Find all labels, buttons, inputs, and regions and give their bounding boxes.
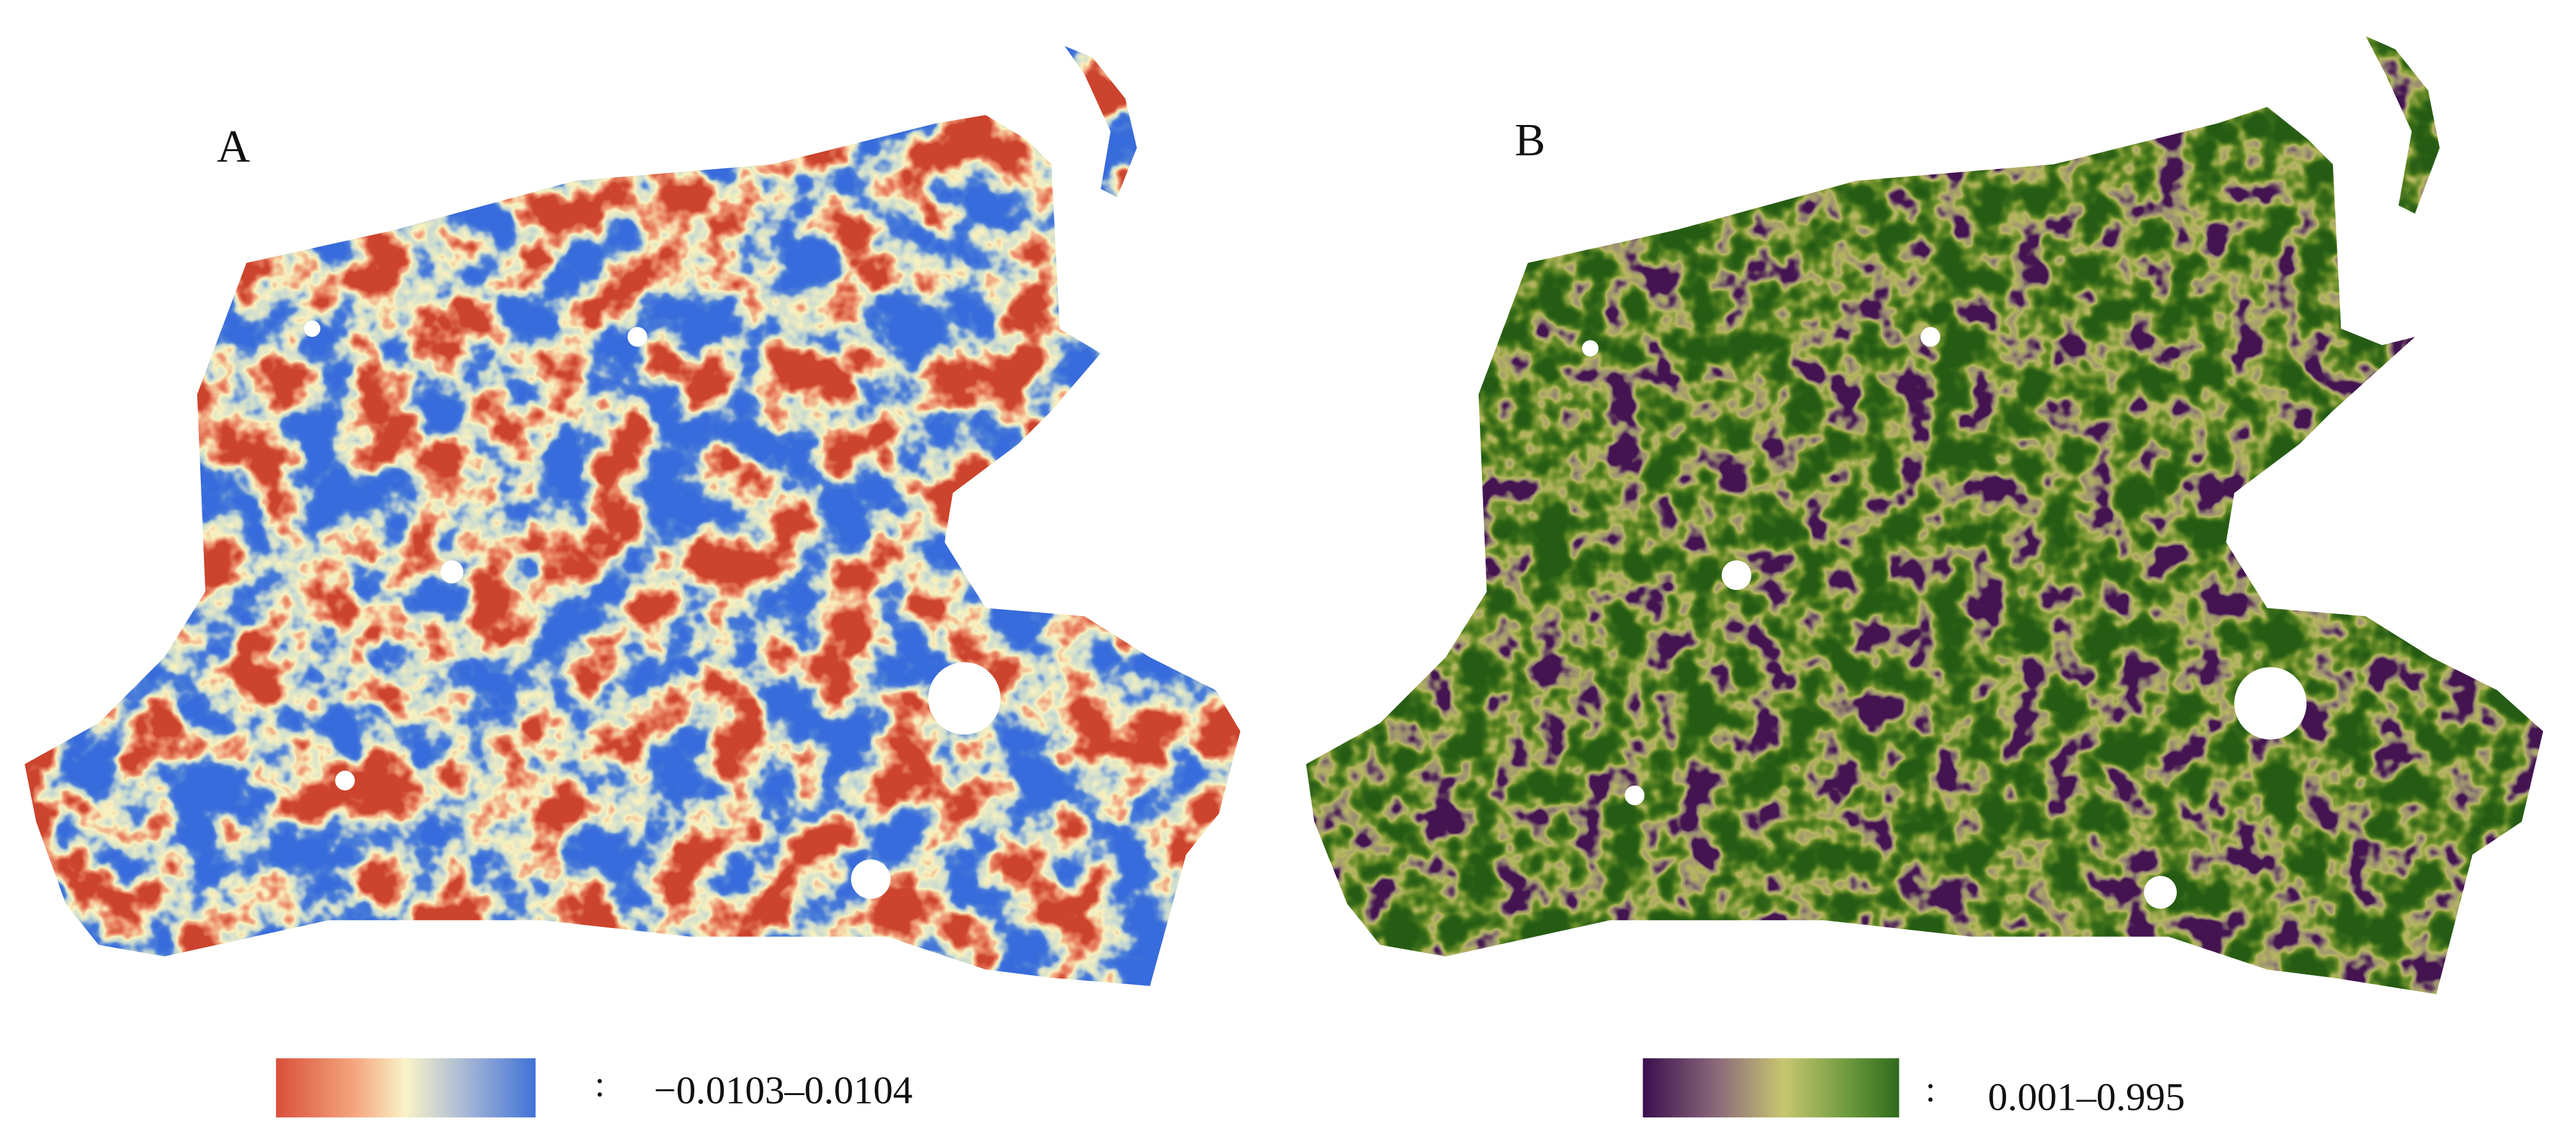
map-b xyxy=(1306,36,2543,994)
legend-separator: : xyxy=(595,1064,605,1105)
legend-range: 0.001–0.995 xyxy=(1988,1075,2185,1119)
map-b-holes xyxy=(1582,327,2307,909)
legend-separator: : xyxy=(1926,1069,1936,1109)
colorbar xyxy=(1643,1058,1899,1118)
colorbar xyxy=(275,1058,536,1118)
legend-range: −0.0103–0.0104 xyxy=(654,1069,912,1112)
panel-label: A xyxy=(217,121,250,172)
map-a-holes xyxy=(304,320,1001,899)
panel-label: B xyxy=(1515,114,1546,165)
map-a xyxy=(24,46,1241,986)
